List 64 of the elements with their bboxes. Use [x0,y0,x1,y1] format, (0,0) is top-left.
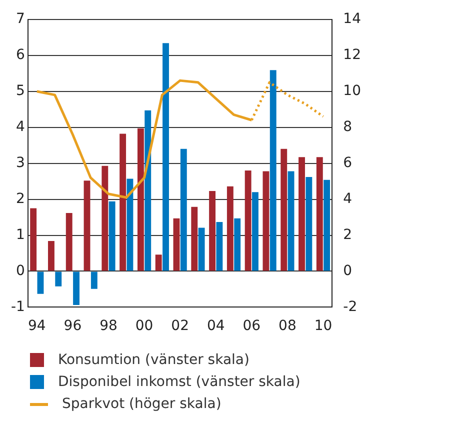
y2-tick-label: 6 [343,154,352,171]
x-tick-label: 96 [64,318,82,334]
bar [244,170,252,271]
bar [66,212,72,271]
y-tick-label: 5 [16,82,25,99]
y-tick-label: 2 [16,190,25,207]
y2-tick-label: 10 [343,82,362,99]
y2-tick-label: 0 [343,262,352,279]
bar [298,157,305,271]
y-tick-label: -1 [10,298,25,315]
bar [108,201,116,271]
bar [137,128,144,271]
bar [37,272,44,294]
bar [234,218,241,271]
bar [198,228,205,271]
bar [30,208,37,271]
bar [162,43,169,271]
y-tick-label: 0 [16,262,25,279]
bar [216,222,223,271]
x-tick-label: 00 [135,318,154,334]
bar [48,241,54,271]
legend-label: Sparkvot (höger skala) [62,396,222,412]
bar [209,191,216,271]
y-tick-label: 3 [16,154,25,171]
y2-tick-label: 2 [343,226,352,243]
bar [288,171,294,271]
y2-tick-label: 4 [343,190,352,207]
y2-tick-label: 8 [343,118,352,135]
x-tick-label: 04 [206,318,225,334]
bar [73,272,80,306]
y-tick-label: 7 [16,11,25,28]
y-tick-label: 6 [16,47,26,64]
bar [226,186,234,271]
y-tick-label: 1 [16,226,25,243]
bar [180,148,187,271]
bar [316,157,323,271]
bar [90,272,98,289]
bar [191,206,198,271]
legend-label: Disponibel inkomst (vänster skala) [58,374,300,390]
bar [262,171,270,271]
x-tick-label: 10 [314,318,332,334]
y2-tick-label: 12 [343,47,362,64]
bar [102,166,108,271]
x-tick-label: 06 [242,318,261,334]
legend-label: Konsumtion (vänster skala) [58,352,250,368]
bar [324,180,330,271]
bar [55,272,62,286]
x-tick-label: 08 [278,318,296,334]
y2-tick-label: 14 [343,11,362,28]
bar [120,134,126,271]
bar [173,218,180,271]
bar [144,110,152,271]
y-tick-label: 4 [16,118,26,135]
x-tick-label: 02 [171,318,189,334]
x-tick-label: 98 [100,318,118,334]
y2-tick-label: -2 [343,298,358,315]
bar [84,180,90,271]
bar [155,254,162,271]
x-tick-label: 94 [28,318,46,334]
bar [306,176,312,271]
bar [126,178,134,271]
bar [270,70,276,271]
bar [252,192,258,271]
bar [280,148,288,271]
